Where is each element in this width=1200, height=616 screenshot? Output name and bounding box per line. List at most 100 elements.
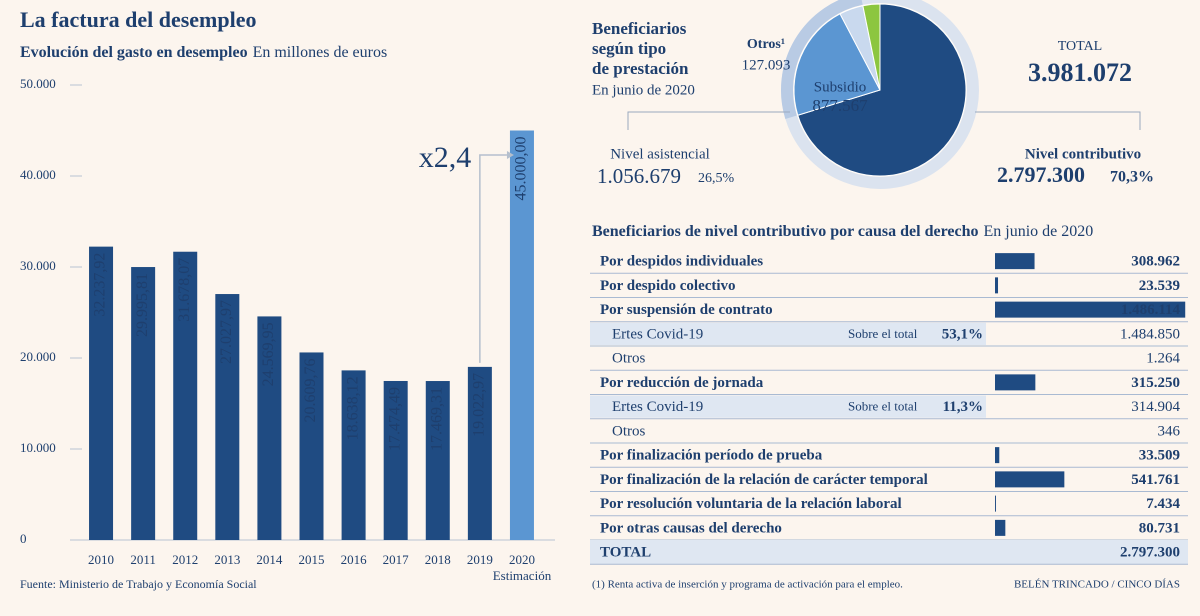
value-label: 17.469,31 (428, 387, 445, 451)
value-label: 20.609,76 (302, 358, 319, 422)
pie-slice (862, 3, 881, 91)
row-label: TOTAL (600, 545, 651, 561)
annotation: x2,4 (419, 141, 472, 174)
slice-value: 2.797.300 (997, 162, 1085, 187)
chart-title: La factura del desempleo (20, 7, 256, 32)
connector (627, 111, 790, 130)
value-label: 32.237,92 (92, 253, 109, 317)
source: Fuente: Ministerio de Trabajo y Economía… (20, 577, 257, 591)
x-tick-label: 2011 (130, 552, 156, 567)
bar (383, 380, 408, 540)
slice-value: 127.093 (742, 57, 791, 73)
table-title: Beneficiarios de nivel contributivo por … (592, 223, 1093, 240)
row-value: 541.761 (1131, 472, 1180, 488)
row-label: Por otras causas del derecho (600, 520, 782, 536)
value-label: 19.022,97 (471, 373, 488, 437)
slice-value: 877.567 (812, 96, 868, 115)
chart-subtitle: Evolución del gasto en desempleo En millo… (20, 44, 387, 61)
bar (995, 471, 1065, 488)
bar (89, 246, 114, 540)
row-value: 2.797.300 (1120, 545, 1180, 561)
group-value: 1.056.679 (597, 164, 681, 188)
row-value: 80.731 (1139, 520, 1180, 536)
bar (509, 130, 534, 540)
total-label: TOTAL (1058, 39, 1103, 54)
sub-bg (590, 322, 986, 345)
bar (173, 251, 198, 541)
row-value: 346 (1158, 423, 1181, 439)
x-tick-label: 2017 (383, 552, 410, 567)
subtitle: En junio de 2020 (984, 223, 1094, 240)
pie-title: Beneficiarios (592, 19, 687, 38)
bar (467, 366, 492, 540)
x-tick-label: 2010 (88, 552, 114, 567)
row-label: Ertes Covid-19 (612, 326, 703, 342)
pie-slice (797, 3, 967, 177)
row-label: Por despido colectivo (600, 278, 736, 294)
row-value: 33.509 (1139, 448, 1180, 464)
y-tick-label: 10.000 (20, 440, 56, 455)
bar (995, 447, 1000, 464)
row-value: 23.539 (1139, 278, 1180, 294)
row-label: Por suspensión de contrato (600, 302, 773, 318)
x-tick-label: 2018 (425, 552, 451, 567)
slice-label: Otros¹ (747, 37, 785, 52)
slice-share: 70,3% (1110, 169, 1154, 186)
row-label: Ertes Covid-19 (612, 399, 703, 415)
x-tick-label: 2016 (341, 552, 368, 567)
value-label: 24.569,95 (260, 322, 277, 386)
row-note: Sobre el total (848, 326, 918, 341)
row-value: 7.434 (1146, 496, 1180, 512)
bar (425, 381, 450, 540)
x-tick-label: 2019 (467, 552, 493, 567)
value-label: 27.027,97 (218, 300, 235, 364)
x-tick-label: 2013 (214, 552, 240, 567)
bar (995, 277, 999, 294)
bar (131, 267, 156, 540)
slice-label: Nivel contributivo (1025, 146, 1141, 162)
row-label: Por reducción de jornada (600, 375, 764, 391)
x-tick-label: 2014 (256, 552, 283, 567)
row-note: Sobre el total (848, 399, 918, 414)
bar (257, 316, 282, 540)
category-note: Estimación (493, 568, 552, 583)
value-label: 31.678,07 (176, 258, 193, 322)
unit: En millones de euros (253, 44, 388, 61)
total-bg (590, 540, 1188, 565)
credit: BELÉN TRINCADO / CINCO DÍAS (1014, 579, 1180, 591)
bar (995, 495, 996, 512)
row-label: Por resolución voluntaria de la relación… (600, 496, 902, 512)
row-label: Otros (612, 423, 645, 439)
subtitle: Evolución del gasto en desempleo (20, 44, 248, 61)
value-label: 45.000,00 (513, 137, 530, 201)
row-pct: 53,1% (942, 326, 983, 342)
group-share: 26,5% (698, 171, 735, 186)
row-label: Otros (612, 351, 645, 367)
row-value: 308.962 (1131, 254, 1180, 270)
group-label: Nivel asistencial (610, 146, 710, 162)
row-pct: 11,3% (943, 399, 983, 415)
bar (995, 253, 1035, 270)
bar (995, 374, 1036, 391)
x-tick-label: 2020 (509, 552, 535, 567)
group-arc (781, 0, 863, 120)
arrow-line (479, 154, 507, 363)
title: Beneficiarios de nivel contributivo por … (592, 223, 979, 240)
row-label: Por finalización período de prueba (600, 448, 823, 464)
x-tick-label: 2012 (172, 552, 198, 567)
y-tick-label: 40.000 (20, 167, 56, 182)
value-label: 17.474,49 (386, 387, 403, 451)
bar (995, 301, 1186, 318)
pie-title: de prestación (592, 59, 689, 78)
y-tick-label: 0 (20, 531, 27, 546)
value-label: 29.995,81 (134, 273, 151, 337)
row-label: Por despidos individuales (600, 254, 763, 270)
total-value: 3.981.072 (1028, 58, 1132, 87)
row-value: 314.904 (1131, 399, 1180, 415)
x-tick-label: 2015 (299, 552, 325, 567)
pie-subtitle: En junio de 2020 (592, 82, 695, 98)
bar (341, 370, 366, 540)
bar (299, 352, 324, 540)
bar (215, 294, 240, 540)
